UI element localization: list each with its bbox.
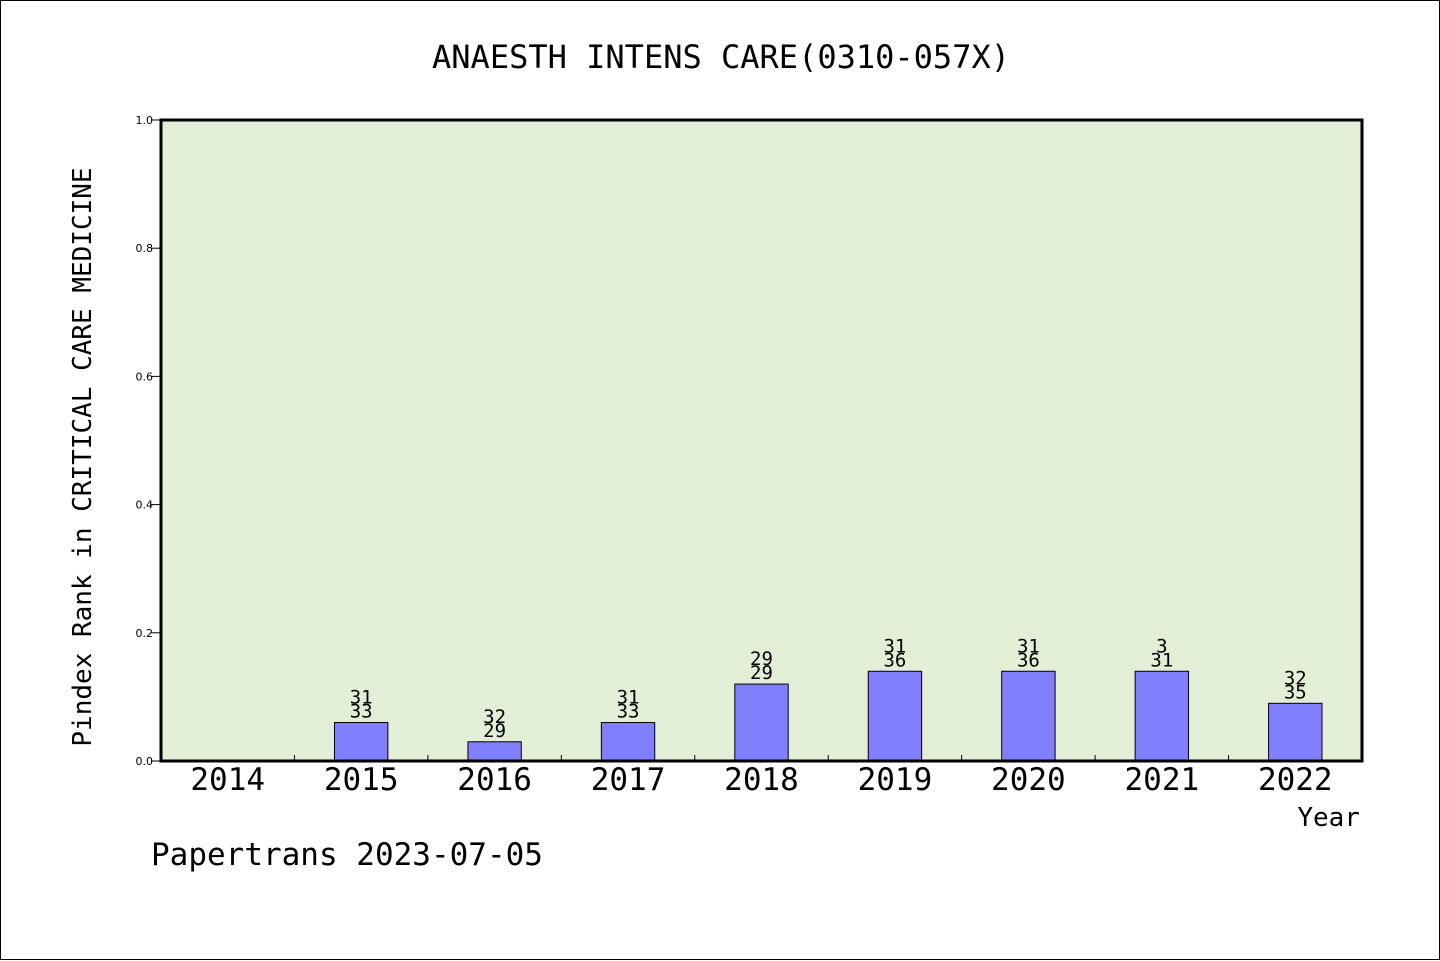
- x-tick-label: 2018: [724, 762, 799, 798]
- x-axis-label: Year: [1297, 803, 1360, 833]
- bar-label-lower: 29: [483, 720, 506, 742]
- bar-label-lower: 33: [350, 701, 373, 723]
- y-tick-label: 0.6: [136, 370, 154, 383]
- bar: [600, 722, 656, 762]
- bar: [467, 741, 522, 762]
- bar-label-lower: 29: [750, 662, 773, 684]
- y-axis: 0.0 0.2 0.4 0.6 0.8 1.0: [136, 114, 161, 768]
- bar: [1134, 670, 1190, 762]
- x-tick-label: 2020: [991, 762, 1066, 798]
- bar-label-upper: 29: [750, 648, 773, 670]
- plot-area: [161, 120, 1362, 761]
- bar-label-upper: 3: [1156, 635, 1167, 657]
- x-tick-label: 2019: [858, 762, 933, 798]
- bar-label-upper: 32: [1284, 667, 1307, 689]
- bar-label-lower: 31: [1150, 649, 1173, 671]
- bar: [734, 683, 789, 762]
- y-tick-label: 0.8: [136, 242, 154, 255]
- bar-label-lower: 36: [1017, 649, 1040, 671]
- y-tick-label: 0.0: [136, 755, 154, 768]
- bar-label-lower: 36: [883, 649, 906, 671]
- x-tick-label: 2021: [1125, 762, 1200, 798]
- bars-group: [333, 670, 1323, 762]
- bar: [867, 670, 923, 762]
- y-tick-label: 0.4: [136, 499, 154, 512]
- footer-credit: Papertrans 2023-07-05: [151, 837, 543, 873]
- bar-label-upper: 31: [1017, 635, 1040, 657]
- x-axis: 2014 2015 2016 2017 2018 2019 2020 2021 2022: [190, 755, 1333, 798]
- y-tick-label: 1.0: [136, 114, 154, 127]
- x-tick-label: 2022: [1258, 762, 1333, 798]
- x-tick-label: 2014: [190, 762, 265, 798]
- bar-label-upper: 32: [483, 706, 506, 728]
- bar-label-upper: 31: [617, 687, 640, 709]
- x-tick-label: 2015: [324, 762, 399, 798]
- bar-label-upper: 31: [883, 635, 906, 657]
- x-tick-label: 2017: [591, 762, 666, 798]
- bar-label-lower: 33: [617, 701, 640, 723]
- bar: [1001, 670, 1056, 762]
- y-axis-label: Pindex Rank in CRITICAL CARE MEDICINE: [68, 167, 98, 746]
- y-tick-label: 0.2: [136, 627, 154, 640]
- bar-label-upper: 31: [350, 687, 373, 709]
- bar: [333, 722, 389, 762]
- bar-label-lower: 35: [1284, 681, 1307, 703]
- plot-border: [159, 118, 1364, 763]
- bar: [1268, 702, 1323, 762]
- chart-title: ANAESTH INTENS CARE(0310-057X): [432, 38, 1010, 76]
- x-tick-label: 2016: [457, 762, 532, 798]
